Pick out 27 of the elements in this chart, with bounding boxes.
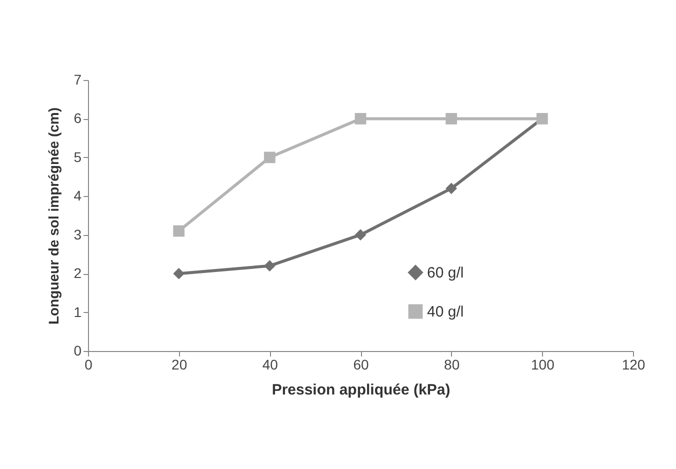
point	[354, 113, 366, 124]
legend-label: 60 g/l	[427, 264, 464, 282]
point	[354, 229, 366, 241]
point	[173, 225, 185, 237]
point	[264, 260, 276, 272]
x-tick-label: 60	[353, 356, 369, 372]
x-tick-label: 80	[444, 356, 460, 372]
x-axis-title: Pression appliquée (kPa)	[272, 382, 450, 398]
x-tick-label: 100	[530, 356, 555, 372]
y-tick-label: 5	[74, 148, 82, 165]
y-tick-label: 2	[74, 265, 82, 282]
y-tick-label: 7	[74, 72, 82, 88]
y-tick-label: 1	[74, 304, 82, 320]
point	[173, 268, 185, 280]
x-tick-label: 40	[262, 356, 278, 372]
x-tick-label: 0	[84, 356, 93, 372]
point	[446, 182, 458, 194]
y-axis-title: Longueur de sol imprégnée (cm)	[46, 107, 62, 325]
point	[264, 152, 276, 164]
point	[446, 113, 458, 124]
x-tick-label: 120	[622, 356, 646, 372]
x-tick-label: 20	[172, 356, 188, 372]
y-tick-label: 6	[74, 110, 82, 126]
y-tick-label: 0	[74, 342, 82, 358]
y-tick-label: 4	[74, 188, 82, 204]
legend-label: 40 g/l	[427, 304, 464, 320]
y-tick-label: 3	[74, 226, 82, 242]
